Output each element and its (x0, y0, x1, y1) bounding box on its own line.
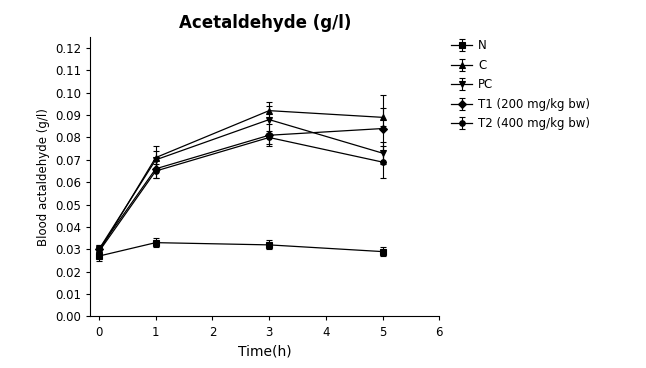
Legend: N, C, PC, T1 (200 mg/kg bw), T2 (400 mg/kg bw): N, C, PC, T1 (200 mg/kg bw), T2 (400 mg/… (449, 37, 592, 133)
Y-axis label: Blood actaldehyde (g/l): Blood actaldehyde (g/l) (37, 108, 50, 245)
X-axis label: Time(h): Time(h) (238, 344, 292, 358)
Title: Acetaldehyde (g/l): Acetaldehyde (g/l) (179, 14, 351, 32)
